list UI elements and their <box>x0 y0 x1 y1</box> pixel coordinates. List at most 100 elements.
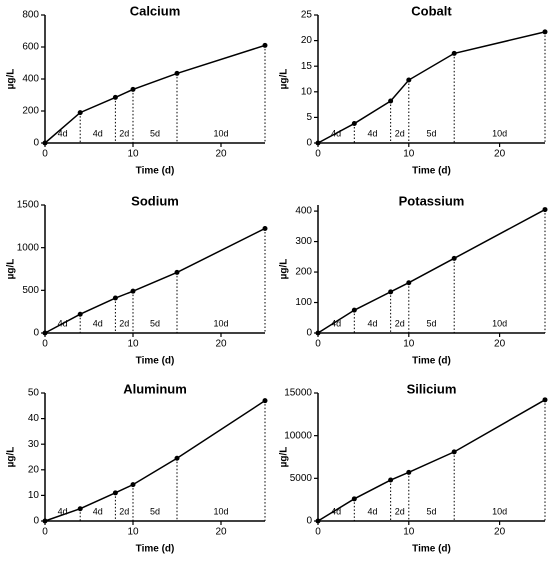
data-point <box>388 289 394 295</box>
period-label: 2d <box>119 128 129 138</box>
data-point <box>174 455 180 461</box>
chart-title: Silicium <box>407 381 457 396</box>
data-point <box>174 70 180 76</box>
data-point <box>315 330 321 336</box>
period-label: 10d <box>492 318 507 328</box>
data-point <box>77 506 83 512</box>
x-tick-label: 10 <box>403 149 415 160</box>
data-point <box>130 482 136 488</box>
x-tick-label: 0 <box>315 527 321 538</box>
x-tick-label: 20 <box>494 339 506 350</box>
x-axis-label: Time (d) <box>136 544 175 555</box>
period-label: 10d <box>492 506 507 516</box>
y-tick-label: 30 <box>28 439 40 450</box>
y-tick-label: 0 <box>33 516 39 527</box>
data-line <box>44 400 266 522</box>
data-point <box>77 110 83 116</box>
x-axis-label: Time (d) <box>412 544 451 555</box>
data-point <box>406 280 412 286</box>
y-tick-label: 40 <box>28 413 40 424</box>
y-tick-label: 0 <box>33 328 39 339</box>
period-label: 5d <box>150 128 160 138</box>
y-tick-label: 0 <box>306 328 312 339</box>
y-tick-label: 600 <box>22 42 39 53</box>
period-label: 10d <box>213 128 228 138</box>
y-tick-label: 400 <box>295 206 312 217</box>
data-point <box>315 518 321 524</box>
y-tick-label: 25 <box>301 10 313 21</box>
y-tick-label: 100 <box>295 297 312 308</box>
x-tick-label: 10 <box>127 527 139 538</box>
x-tick-label: 0 <box>315 339 321 350</box>
y-tick-label: 200 <box>295 267 312 278</box>
period-label: 4d <box>331 128 341 138</box>
period-label: 5d <box>150 318 160 328</box>
data-point <box>42 518 48 524</box>
period-label: 2d <box>395 506 405 516</box>
data-line <box>317 31 546 144</box>
y-axis-label: µg/L <box>6 447 17 468</box>
period-label: 4d <box>58 506 68 516</box>
period-label: 4d <box>93 318 103 328</box>
y-tick-label: 400 <box>22 74 39 85</box>
chart-title: Cobalt <box>411 3 452 18</box>
x-tick-label: 0 <box>42 149 48 160</box>
data-point <box>42 330 48 336</box>
data-line <box>317 208 546 334</box>
y-axis-label: µg/L <box>279 69 290 90</box>
data-point <box>451 449 457 455</box>
x-tick-label: 10 <box>403 527 415 538</box>
y-tick-label: 20 <box>301 35 313 46</box>
y-axis-label: µg/L <box>279 447 290 468</box>
x-axis-label: Time (d) <box>136 356 175 367</box>
data-point <box>77 311 83 317</box>
y-tick-label: 300 <box>295 236 312 247</box>
data-point <box>351 496 357 502</box>
x-tick-label: 10 <box>127 149 139 160</box>
y-tick-label: 10000 <box>284 430 312 441</box>
x-tick-label: 20 <box>215 527 227 538</box>
data-point <box>451 255 457 261</box>
y-tick-label: 1000 <box>17 242 40 253</box>
y-tick-label: 0 <box>306 138 312 149</box>
data-point <box>112 295 118 301</box>
period-label: 4d <box>93 506 103 516</box>
period-label: 4d <box>331 506 341 516</box>
data-point <box>262 398 268 404</box>
x-axis-label: Time (d) <box>412 356 451 367</box>
period-label: 2d <box>395 128 405 138</box>
y-tick-label: 10 <box>28 490 40 501</box>
data-point <box>130 86 136 92</box>
x-tick-label: 20 <box>215 149 227 160</box>
data-point <box>542 397 548 403</box>
y-tick-label: 5 <box>306 112 312 123</box>
period-label: 4d <box>58 318 68 328</box>
chart-title: Calcium <box>130 3 181 18</box>
x-tick-label: 20 <box>494 527 506 538</box>
chart-title: Potassium <box>399 193 465 208</box>
y-tick-label: 0 <box>306 516 312 527</box>
period-label: 4d <box>367 506 377 516</box>
y-tick-label: 800 <box>22 10 39 21</box>
period-label: 2d <box>395 318 405 328</box>
period-label: 10d <box>213 318 228 328</box>
data-point <box>174 269 180 275</box>
data-point <box>42 140 48 146</box>
data-point <box>351 307 357 313</box>
chart-title: Aluminum <box>123 381 187 396</box>
x-axis-label: Time (d) <box>412 166 451 177</box>
x-tick-label: 0 <box>315 149 321 160</box>
data-point <box>130 288 136 294</box>
y-tick-label: 1500 <box>17 200 40 211</box>
y-tick-label: 15000 <box>284 388 312 399</box>
y-axis-label: µg/L <box>6 69 17 90</box>
x-tick-label: 10 <box>403 339 415 350</box>
x-tick-label: 20 <box>494 149 506 160</box>
data-point <box>542 207 548 213</box>
period-label: 4d <box>367 128 377 138</box>
y-tick-label: 15 <box>301 61 313 72</box>
period-label: 2d <box>119 506 129 516</box>
period-label: 4d <box>331 318 341 328</box>
data-line <box>44 44 266 144</box>
